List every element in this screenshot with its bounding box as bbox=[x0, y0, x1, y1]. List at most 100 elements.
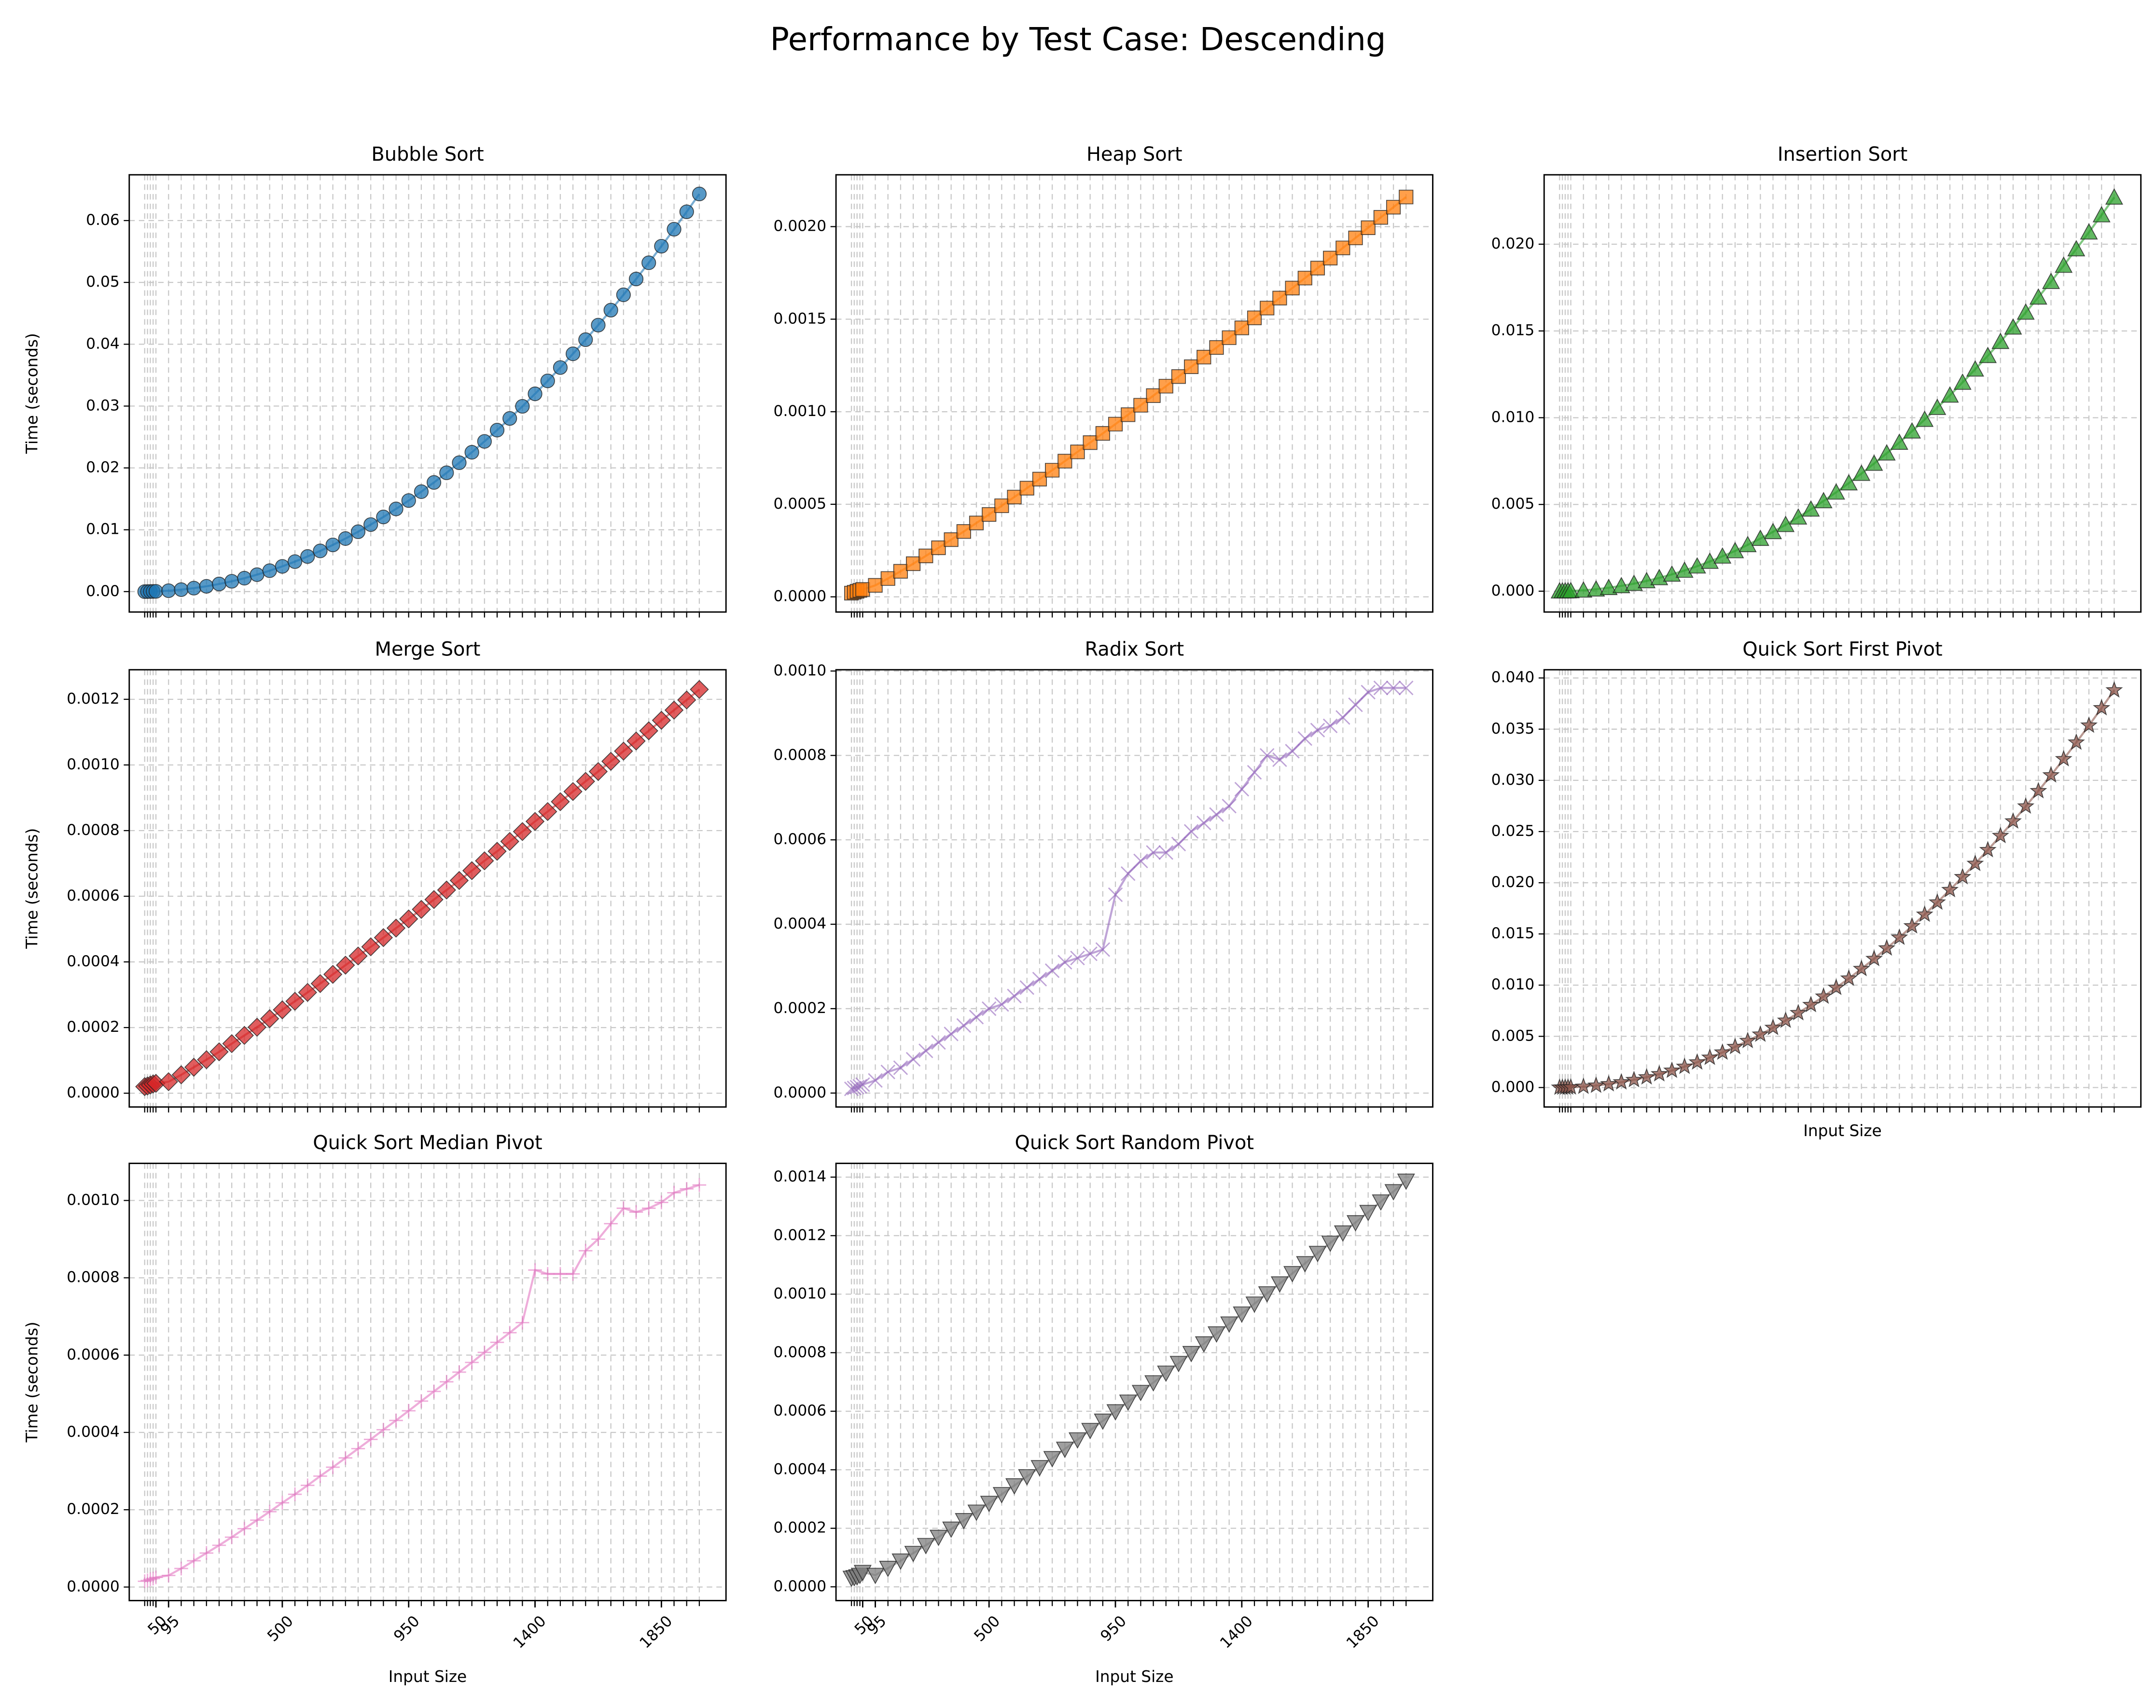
data-point bbox=[1713, 547, 1732, 564]
data-point bbox=[2092, 206, 2111, 222]
data-point bbox=[1739, 1031, 1757, 1049]
data-point bbox=[1068, 1432, 1087, 1449]
data-point bbox=[1285, 744, 1300, 759]
data-point bbox=[1361, 220, 1376, 235]
y-axis-label: Time (seconds) bbox=[23, 1321, 41, 1443]
data-point bbox=[1233, 1306, 1251, 1323]
y-tick-label: 0.0014 bbox=[774, 1168, 827, 1185]
data-point bbox=[338, 531, 353, 546]
data-point bbox=[1157, 1365, 1175, 1382]
data-point bbox=[1348, 230, 1363, 246]
data-point bbox=[148, 584, 164, 599]
data-point bbox=[184, 1057, 204, 1077]
subplot: 0.0000 0.0005 0.0010 0.0015 0.0020 Heap Sort bbox=[774, 143, 1433, 618]
data-point bbox=[1260, 301, 1275, 316]
data-point bbox=[904, 1546, 922, 1563]
data-point bbox=[1865, 454, 1883, 471]
y-tick-label: 0.00 bbox=[86, 583, 120, 600]
data-point bbox=[690, 680, 709, 699]
data-point bbox=[929, 1529, 948, 1546]
data-point bbox=[1612, 577, 1630, 594]
y-tick-label: 0.0002 bbox=[774, 1519, 827, 1537]
data-point bbox=[452, 455, 467, 470]
subplot-title: Radix Sort bbox=[1085, 638, 1184, 660]
data-point bbox=[1726, 1038, 1744, 1055]
data-point bbox=[1247, 764, 1262, 780]
data-point bbox=[2067, 240, 2086, 257]
data-point bbox=[1991, 826, 2009, 844]
data-point bbox=[982, 507, 997, 522]
data-point bbox=[1182, 1346, 1200, 1362]
data-point bbox=[1310, 261, 1325, 276]
data-point bbox=[1056, 1442, 1074, 1458]
data-point bbox=[1346, 1215, 1365, 1232]
subplot-title: Quick Sort First Pivot bbox=[1742, 638, 1942, 660]
y-tick-label: 0.03 bbox=[86, 397, 120, 414]
subplot-title: Heap Sort bbox=[1086, 143, 1182, 166]
data-point bbox=[1802, 500, 1820, 517]
data-point bbox=[588, 762, 608, 781]
data-point bbox=[222, 1034, 241, 1054]
data-point bbox=[263, 1504, 277, 1519]
y-tick-label: 0.0006 bbox=[67, 1346, 120, 1363]
data-point bbox=[1220, 1316, 1238, 1333]
data-point bbox=[2029, 288, 2047, 305]
data-point bbox=[1675, 561, 1694, 578]
y-tick-label: 0.0010 bbox=[67, 1191, 120, 1208]
data-point bbox=[143, 1572, 157, 1586]
data-point bbox=[298, 983, 317, 1002]
data-point bbox=[2080, 716, 2098, 733]
data-point bbox=[1120, 866, 1136, 881]
plot-frame bbox=[835, 174, 1433, 613]
data-point bbox=[1259, 748, 1275, 763]
data-point bbox=[414, 1394, 429, 1408]
data-point bbox=[967, 1504, 986, 1521]
data-point bbox=[1183, 824, 1199, 839]
y-tick-label: 0.0002 bbox=[67, 1018, 120, 1036]
data-point bbox=[1032, 472, 1047, 486]
data-point bbox=[1916, 905, 1933, 922]
data-point bbox=[1928, 893, 1946, 910]
data-point bbox=[692, 186, 707, 201]
data-point bbox=[891, 1553, 910, 1570]
data-point bbox=[250, 1513, 264, 1527]
y-axis-label: Time (seconds) bbox=[23, 828, 41, 949]
data-point bbox=[1903, 422, 1921, 439]
data-point bbox=[931, 1035, 946, 1050]
data-point bbox=[1764, 1018, 1782, 1035]
data-point bbox=[1297, 731, 1313, 746]
data-point bbox=[1890, 433, 1908, 450]
data-point bbox=[566, 1267, 580, 1281]
data-point bbox=[1283, 1266, 1302, 1283]
data-point bbox=[1739, 536, 1757, 553]
data-point bbox=[2105, 188, 2123, 205]
data-point bbox=[477, 1345, 492, 1360]
data-point bbox=[489, 423, 505, 438]
data-point bbox=[1587, 580, 1605, 597]
data-point bbox=[614, 741, 633, 761]
y-tick-label: 0.02 bbox=[86, 459, 120, 476]
y-tick-label: 0.0000 bbox=[774, 1084, 827, 1101]
data-point bbox=[515, 399, 530, 414]
data-point bbox=[992, 1487, 1011, 1504]
data-point bbox=[1891, 928, 1908, 945]
data-point bbox=[376, 1423, 390, 1437]
data-point bbox=[1196, 815, 1211, 831]
data-point bbox=[351, 1442, 365, 1456]
y-tick-label: 0.015 bbox=[1491, 322, 1535, 339]
subplot-title: Quick Sort Random Pivot bbox=[1015, 1132, 1254, 1154]
data-point bbox=[1852, 959, 1870, 976]
data-point bbox=[187, 1554, 201, 1568]
plot-frame bbox=[835, 669, 1433, 1108]
data-point bbox=[553, 1267, 568, 1281]
data-point bbox=[956, 524, 971, 539]
y-tick-label: 0.030 bbox=[1491, 771, 1535, 789]
data-point bbox=[1297, 271, 1312, 286]
data-point bbox=[654, 1195, 668, 1209]
data-point bbox=[1094, 1414, 1112, 1430]
data-point bbox=[211, 577, 227, 592]
plot-frame bbox=[128, 1163, 727, 1601]
data-point bbox=[981, 1001, 997, 1016]
data-point bbox=[692, 1178, 707, 1192]
y-tick-label: 0.0008 bbox=[774, 746, 827, 764]
